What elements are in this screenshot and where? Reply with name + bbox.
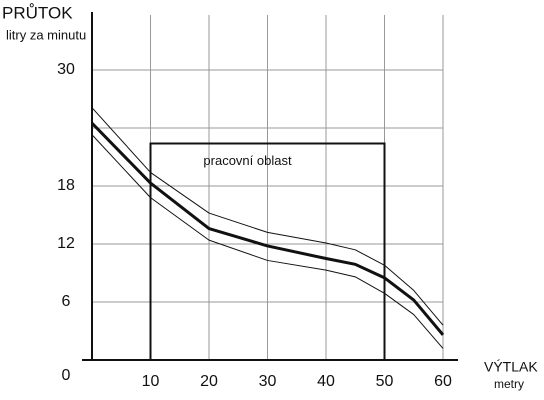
operating-region bbox=[149, 142, 386, 360]
y-tick-label: 12 bbox=[57, 235, 75, 252]
x-tick-label: 60 bbox=[434, 373, 452, 390]
x-tick-label: 10 bbox=[142, 373, 160, 390]
region-label: pracovní oblast bbox=[203, 153, 292, 168]
curve bbox=[91, 134, 444, 349]
y-tick-label: 0 bbox=[62, 367, 71, 384]
chart-title: PRŮTOK bbox=[2, 3, 73, 22]
x-tick-label: 40 bbox=[317, 373, 335, 390]
x-tick-label: 20 bbox=[200, 373, 218, 390]
x-tick-label: 30 bbox=[259, 373, 277, 390]
curve bbox=[90, 122, 445, 336]
y-tick-label: 6 bbox=[62, 293, 71, 310]
x-axis-label: metry bbox=[494, 377, 524, 391]
y-tick-label: 30 bbox=[57, 61, 75, 78]
y-axis-label: litry za minutu bbox=[6, 27, 86, 42]
x-tick-label: 50 bbox=[376, 373, 394, 390]
curve bbox=[91, 107, 444, 326]
x-axis-title: VÝTLAK bbox=[484, 359, 538, 375]
y-tick-label: 18 bbox=[57, 177, 75, 194]
